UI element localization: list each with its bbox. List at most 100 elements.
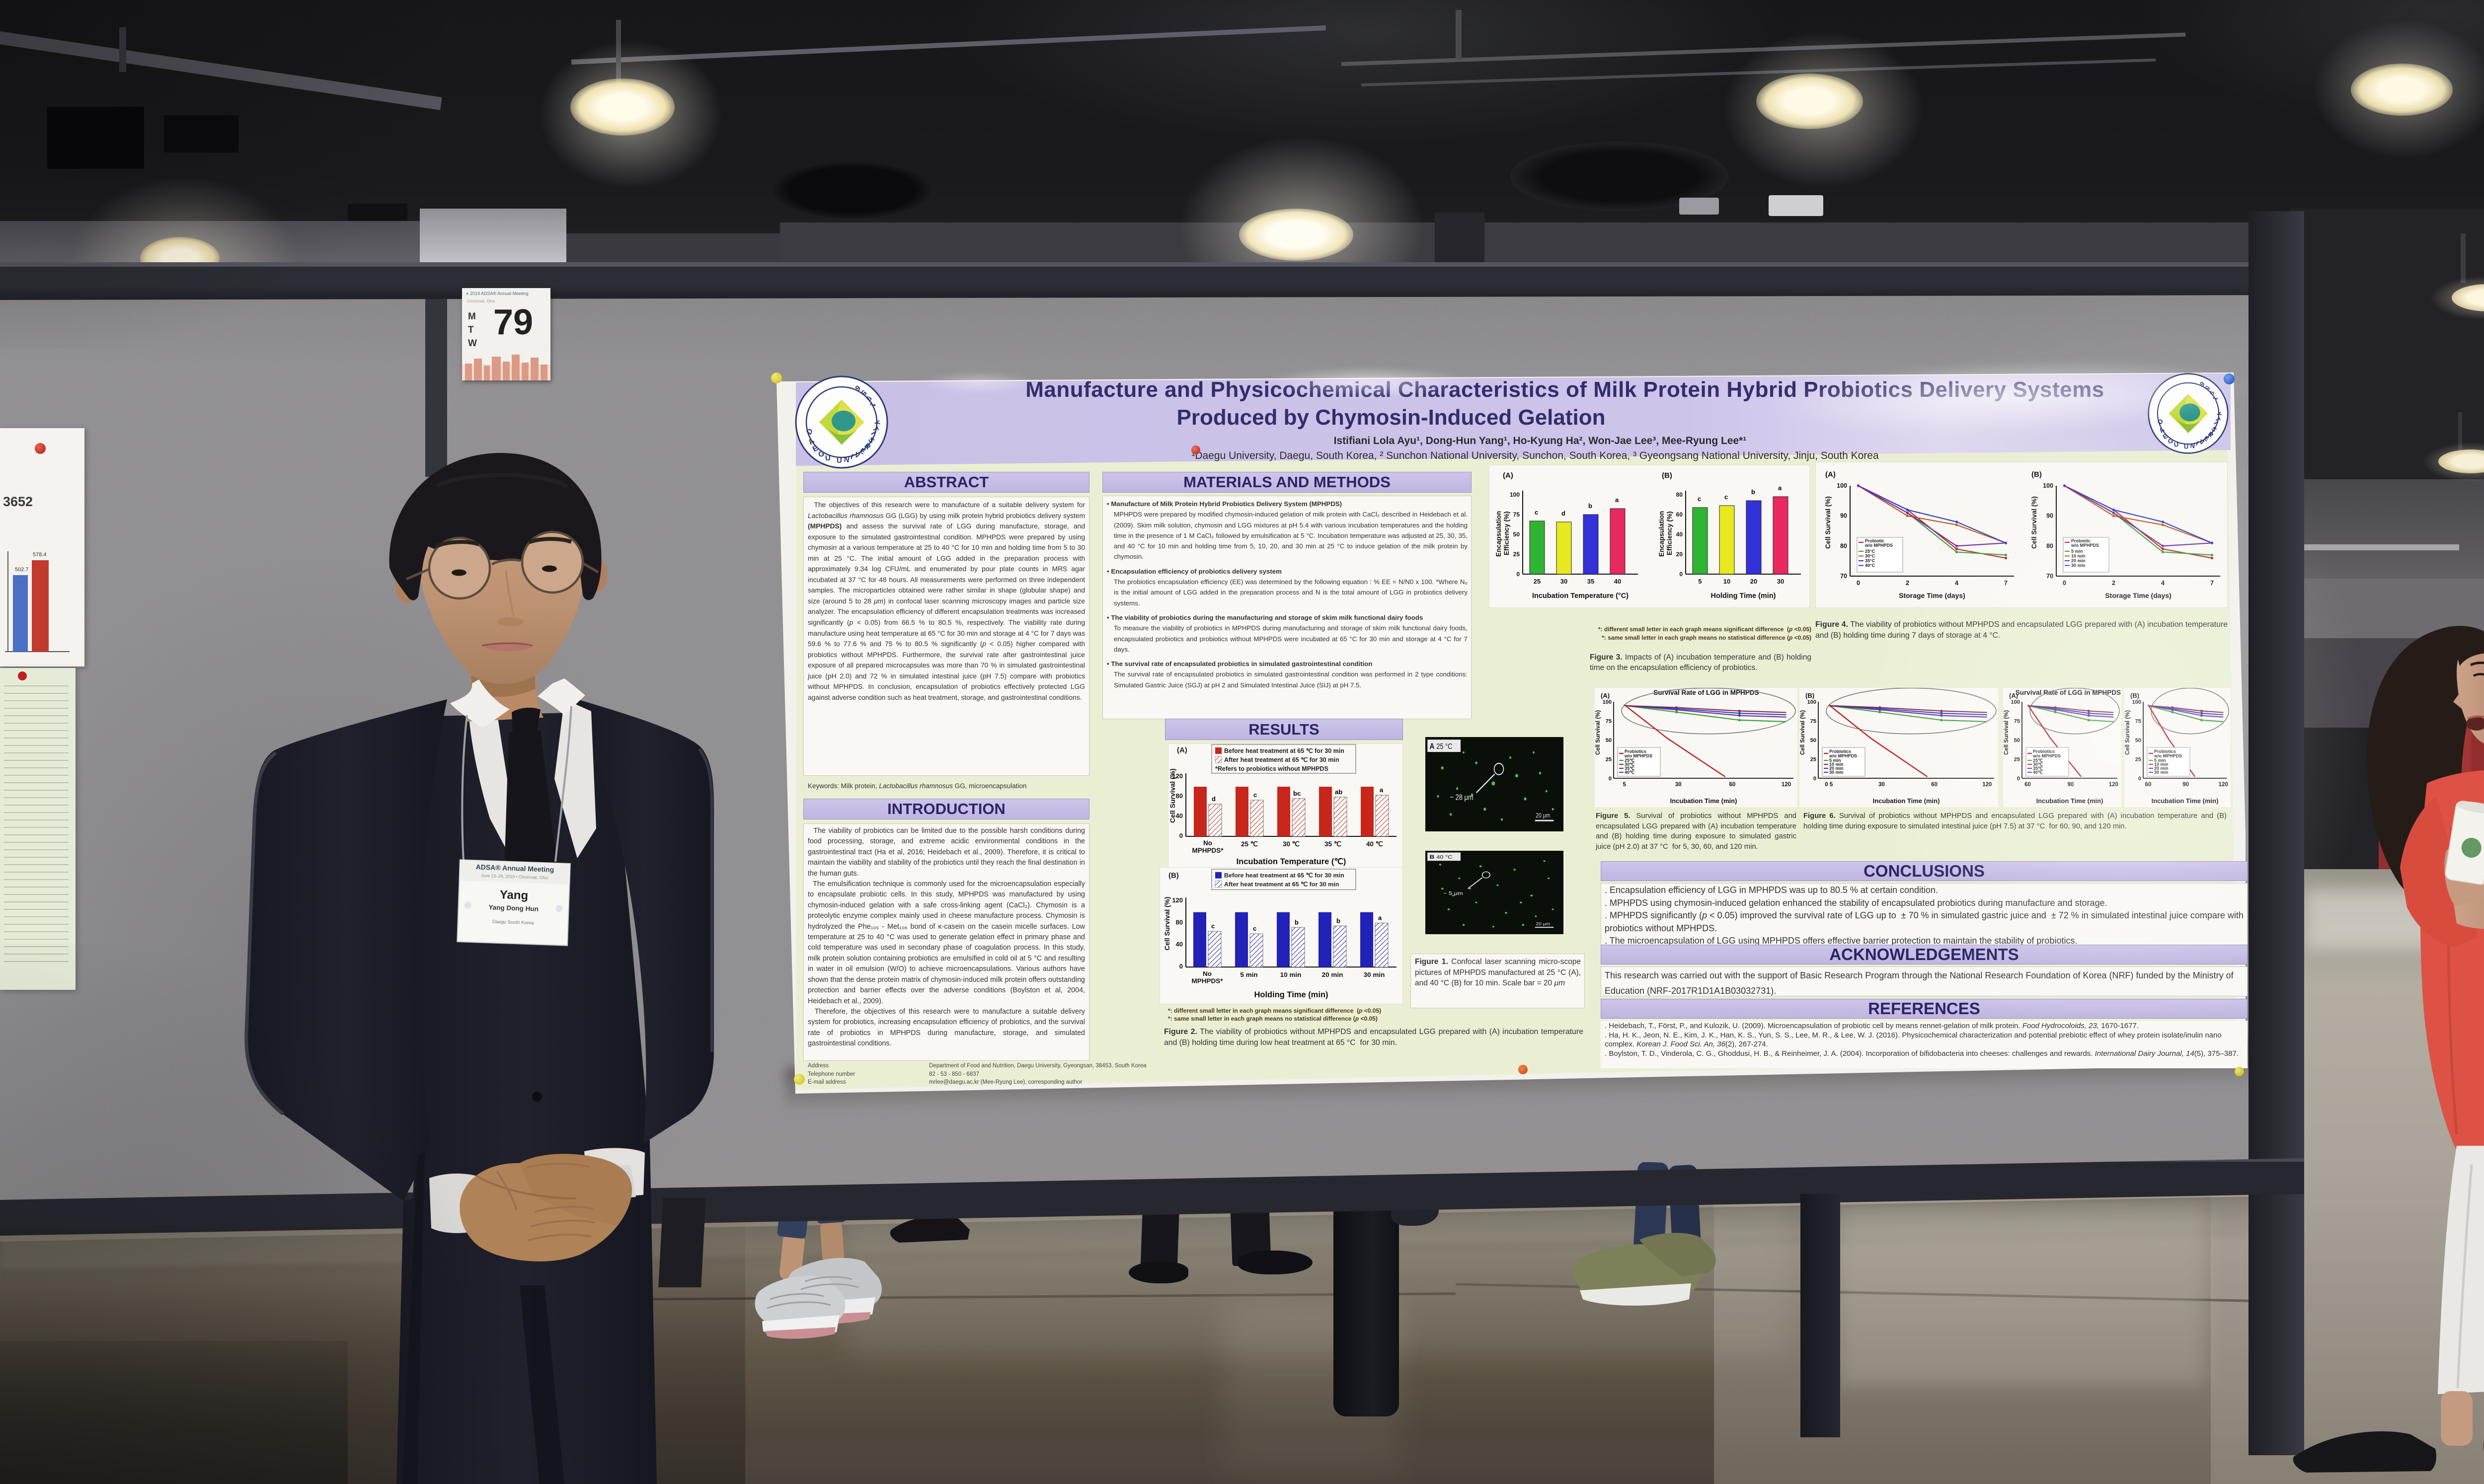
svg-text:(A): (A)	[1503, 471, 1513, 480]
svg-text:50: 50	[2014, 738, 2020, 743]
svg-text:U: U	[837, 456, 842, 465]
svg-text:Cell Survival (%): Cell Survival (%)	[1800, 710, 1806, 755]
svg-text:b: b	[1336, 917, 1340, 924]
svg-text:30: 30	[1878, 782, 1885, 788]
svg-text:25: 25	[1513, 551, 1520, 558]
svg-text:20 μm: 20 μm	[1536, 813, 1550, 819]
svg-text:Incubation Time (min): Incubation Time (min)	[1873, 797, 1940, 805]
svg-text:d: d	[1561, 510, 1565, 517]
svg-text:0: 0	[1516, 571, 1520, 578]
svg-text:After heat treatment at 65 ℃ f: After heat treatment at 65 ℃ for 30 min	[1224, 756, 1339, 763]
svg-text:100: 100	[1837, 482, 1847, 489]
svg-text:502.7: 502.7	[15, 567, 29, 573]
svg-text:90: 90	[2046, 513, 2053, 519]
svg-text:30°C: 30°C	[1865, 554, 1875, 559]
svg-text:5 min: 5 min	[1829, 758, 1841, 763]
svg-text:30 ℃: 30 ℃	[1283, 840, 1300, 848]
svg-text:(B): (B)	[1805, 692, 1814, 699]
svg-text:25: 25	[1810, 757, 1816, 763]
svg-text:Probiotics: Probiotics	[1829, 749, 1851, 754]
svg-text:30: 30	[1777, 578, 1784, 585]
svg-text:5 min: 5 min	[2154, 758, 2166, 763]
svg-text:~ 5 μm: ~ 5 μm	[1443, 890, 1463, 896]
svg-text:20 min: 20 min	[1322, 971, 1343, 978]
svg-text:0: 0	[1813, 776, 1816, 782]
svg-text:Holding Time (min): Holding Time (min)	[1710, 592, 1776, 600]
svg-text:40 °C: 40 °C	[1436, 854, 1452, 860]
svg-text:20 μm: 20 μm	[1536, 922, 1550, 926]
svg-text:(B): (B)	[2031, 470, 2042, 479]
svg-text:c: c	[1698, 495, 1701, 503]
svg-text:70: 70	[1840, 573, 1847, 580]
svg-text:Storage Time (days): Storage Time (days)	[2105, 592, 2172, 599]
svg-text:a: a	[1378, 914, 1382, 922]
svg-text:120: 120	[1982, 782, 1992, 788]
svg-text:w/o MPHPDS: w/o MPHPDS	[1864, 543, 1893, 548]
svg-text:20 min: 20 min	[1829, 766, 1844, 771]
svg-text:35: 35	[1587, 578, 1594, 585]
svg-text:(A): (A)	[1825, 470, 1836, 479]
svg-text:Daegu South Korea: Daegu South Korea	[492, 919, 534, 926]
svg-text:70: 70	[2046, 573, 2053, 580]
svg-text:25°C: 25°C	[1865, 549, 1875, 554]
svg-text:Incubation Temperature (°C): Incubation Temperature (°C)	[1532, 592, 1629, 600]
svg-text:100: 100	[1510, 491, 1520, 498]
svg-text:35℃: 35℃	[2033, 766, 2043, 771]
svg-text:75: 75	[2014, 719, 2020, 725]
svg-text:40: 40	[1614, 578, 1621, 585]
svg-text:25 °C: 25 °C	[1436, 742, 1452, 751]
svg-text:80: 80	[2046, 542, 2053, 549]
svg-text:30: 30	[1675, 782, 1682, 788]
svg-text:Cell Survival (%): Cell Survival (%)	[2030, 496, 2038, 549]
svg-text:Storage Time (days): Storage Time (days)	[1899, 592, 1965, 599]
svg-text:5 min: 5 min	[1240, 971, 1257, 978]
svg-text:10 min: 10 min	[2154, 762, 2169, 767]
svg-text:ADSA® Annual Meeting: ADSA® Annual Meeting	[475, 863, 554, 873]
svg-text:(B): (B)	[2130, 692, 2139, 699]
svg-text:30: 30	[1560, 578, 1567, 585]
svg-text:No: No	[1203, 839, 1212, 847]
svg-text:(A): (A)	[1601, 692, 1610, 699]
svg-text:G: G	[817, 449, 825, 459]
svg-text:U: U	[825, 454, 831, 463]
svg-text:40℃: 40℃	[1625, 770, 1634, 775]
svg-text:Y: Y	[872, 419, 882, 426]
svg-text:Cell Survival (%): Cell Survival (%)	[2125, 710, 2131, 755]
svg-text:25: 25	[2014, 757, 2020, 763]
svg-text:25℃: 25℃	[2033, 758, 2043, 763]
svg-text:Survival Rate of LGG in MPHPDS: Survival Rate of LGG in MPHPDS	[1653, 689, 1759, 696]
svg-text:c: c	[1535, 509, 1538, 516]
svg-text:30 min: 30 min	[1829, 770, 1844, 775]
svg-text:After heat treatment at 65 ℃ f: After heat treatment at 65 ℃ for 30 min	[1224, 881, 1339, 888]
svg-text:Before heat treatment at 65 ℃: Before heat treatment at 65 ℃ for 30 min	[1224, 872, 1344, 879]
svg-text:25℃: 25℃	[1625, 758, 1634, 763]
svg-text:2: 2	[1906, 580, 1909, 587]
svg-text:Holding Time (min): Holding Time (min)	[1254, 990, 1328, 999]
svg-text:120: 120	[1172, 896, 1183, 904]
svg-text:50: 50	[1606, 738, 1612, 743]
svg-text:U: U	[2174, 441, 2179, 448]
svg-text:N: N	[2190, 442, 2195, 450]
svg-text:25: 25	[1606, 757, 1612, 763]
svg-text:2: 2	[2112, 580, 2115, 587]
svg-text:~ 28 μm: ~ 28 μm	[1450, 794, 1474, 802]
svg-text:120: 120	[2219, 782, 2228, 788]
svg-text:ab: ab	[1335, 788, 1342, 796]
svg-text:80: 80	[1676, 491, 1683, 498]
svg-text:40: 40	[1176, 941, 1183, 948]
svg-text:B: B	[1430, 854, 1435, 860]
svg-text:4: 4	[1955, 580, 1958, 587]
svg-text:120: 120	[1782, 782, 1791, 788]
svg-text:Cell Survival (%): Cell Survival (%)	[1824, 496, 1832, 549]
svg-text:Probiotic: Probiotic	[2071, 538, 2091, 543]
svg-text:40 ℃: 40 ℃	[1366, 840, 1384, 848]
svg-text:0: 0	[2138, 776, 2141, 782]
svg-text:25: 25	[1534, 578, 1541, 585]
svg-text:(B): (B)	[1662, 471, 1672, 480]
svg-text:I: I	[850, 452, 854, 461]
svg-text:20 min: 20 min	[2154, 766, 2169, 771]
svg-text:Cell Survival (%): Cell Survival (%)	[1163, 896, 1171, 950]
svg-text:w/o MPHPDS: w/o MPHPDS	[2032, 753, 2061, 758]
svg-text:100: 100	[2043, 482, 2053, 489]
svg-text:20 min: 20 min	[2071, 558, 2086, 563]
